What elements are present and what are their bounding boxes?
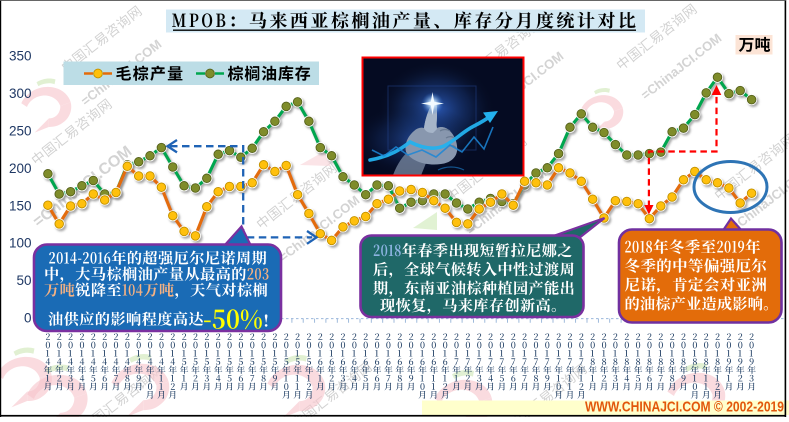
svg-text:250: 250 xyxy=(9,123,32,138)
svg-text:WWW.CHINAJCI.COM © 2002-2019: WWW.CHINAJCI.COM © 2002-2019 xyxy=(585,399,784,416)
svg-text:150: 150 xyxy=(9,198,32,213)
svg-text:350: 350 xyxy=(9,49,32,64)
svg-text:300: 300 xyxy=(9,86,32,101)
svg-text:200: 200 xyxy=(9,161,32,176)
svg-text:100: 100 xyxy=(9,236,32,251)
svg-text:0: 0 xyxy=(24,311,32,326)
svg-text:50: 50 xyxy=(16,273,31,288)
